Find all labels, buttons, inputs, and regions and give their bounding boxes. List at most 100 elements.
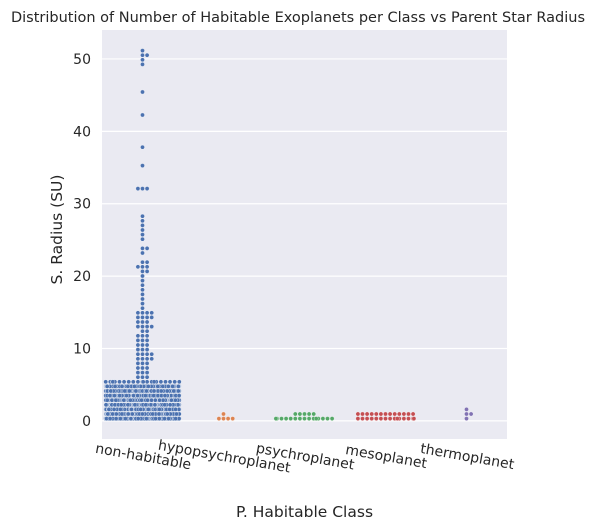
data-point [383, 417, 387, 421]
data-point [112, 407, 116, 411]
data-point [157, 412, 161, 416]
y-tick-label: 0 [82, 414, 91, 430]
data-point [104, 380, 108, 384]
data-point [173, 398, 177, 402]
data-point [145, 366, 149, 370]
data-point [114, 398, 118, 402]
data-point [111, 380, 115, 384]
data-point [140, 398, 144, 402]
data-point [226, 417, 230, 421]
data-point [140, 288, 144, 292]
data-point [143, 394, 147, 398]
data-point [128, 398, 132, 402]
data-point [134, 389, 138, 393]
data-point [140, 274, 144, 278]
data-point [136, 352, 140, 356]
data-point [176, 389, 180, 393]
data-point [136, 380, 140, 384]
data-point [146, 398, 150, 402]
data-point [411, 412, 415, 416]
data-point [106, 412, 110, 416]
data-point [174, 412, 178, 416]
data-point [140, 311, 144, 315]
data-point [140, 283, 144, 287]
data-point [140, 233, 144, 237]
data-point [140, 325, 144, 329]
data-point [139, 407, 143, 411]
data-point [402, 417, 406, 421]
data-point [146, 384, 150, 388]
data-point [117, 380, 121, 384]
data-point [144, 389, 148, 393]
data-point [145, 380, 149, 384]
data-point [122, 380, 126, 384]
data-point [140, 279, 144, 283]
data-point [173, 380, 177, 384]
plot-background [102, 30, 507, 439]
data-point [136, 417, 140, 421]
data-point [136, 366, 140, 370]
data-point [120, 384, 124, 388]
data-point [174, 417, 178, 421]
data-point [108, 394, 112, 398]
data-point [140, 260, 144, 264]
data-point [136, 348, 140, 352]
x-tick-label: thermoplanet [419, 441, 516, 473]
data-point [145, 371, 149, 375]
data-point [383, 412, 387, 416]
data-point [120, 412, 124, 416]
data-point [145, 246, 149, 250]
data-point [123, 417, 127, 421]
data-point [464, 407, 468, 411]
data-point [397, 412, 401, 416]
data-point [126, 412, 130, 416]
data-point [145, 357, 149, 361]
data-point [140, 352, 144, 356]
data-point [412, 417, 416, 421]
data-point [153, 403, 157, 407]
data-point [127, 380, 131, 384]
y-tick-label: 30 [73, 197, 91, 213]
data-point [464, 412, 468, 416]
data-point [126, 403, 130, 407]
data-point [145, 375, 149, 379]
data-point [140, 62, 144, 66]
data-point [157, 407, 161, 411]
data-point [167, 417, 171, 421]
data-point [289, 417, 293, 421]
data-point [176, 384, 180, 388]
data-point [163, 403, 167, 407]
data-point [163, 394, 167, 398]
data-point [174, 407, 178, 411]
data-point [356, 412, 360, 416]
data-point [365, 417, 369, 421]
data-point [140, 292, 144, 296]
data-point [140, 297, 144, 301]
data-point [140, 371, 144, 375]
data-point [360, 417, 364, 421]
data-point [140, 53, 144, 57]
data-point [140, 412, 144, 416]
data-point [156, 384, 160, 388]
data-point [168, 407, 172, 411]
y-tick-label: 40 [73, 124, 91, 140]
data-point [145, 338, 149, 342]
data-point [145, 325, 149, 329]
data-point [154, 417, 158, 421]
data-point [388, 417, 392, 421]
data-point [126, 384, 130, 388]
data-point [140, 246, 144, 250]
y-tick-label: 50 [73, 52, 91, 68]
data-point [151, 412, 155, 416]
chart-title: Distribution of Number of Habitable Exop… [11, 10, 585, 26]
data-point [161, 384, 165, 388]
data-point [168, 380, 172, 384]
data-point [136, 338, 140, 342]
data-point [145, 343, 149, 347]
data-point [131, 394, 135, 398]
data-point [469, 412, 473, 416]
data-point [158, 398, 162, 402]
data-point [140, 302, 144, 306]
data-point [402, 412, 406, 416]
